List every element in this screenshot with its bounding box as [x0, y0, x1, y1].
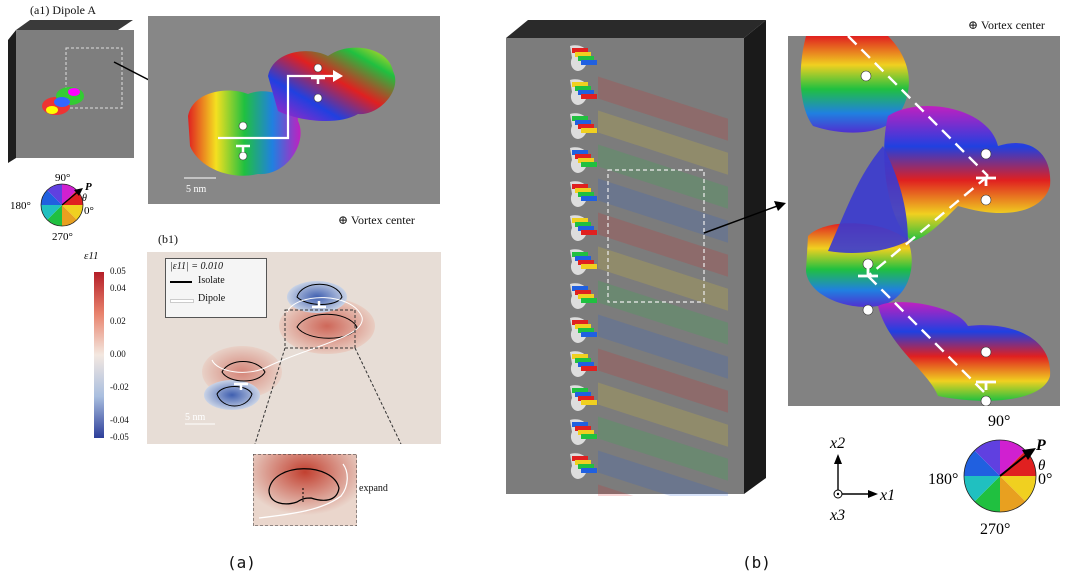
colorbar-tick: 0.05 — [110, 266, 126, 276]
colorbar-tick: 0.02 — [110, 315, 126, 326]
wheel-a-180: 180° — [10, 200, 31, 212]
chain-unit — [570, 79, 728, 175]
chain-unit — [570, 385, 728, 481]
caption-a: (a) — [227, 553, 256, 572]
legend-label-dipole: Dipole — [198, 293, 226, 304]
colorbar-tick: 0.00 — [110, 349, 126, 359]
chain-unit — [570, 215, 728, 311]
strain-legend: |ε11| = 0.010 Isolate Dipole — [165, 258, 267, 318]
vortex-center-label-b: ⊕ Vortex center — [968, 18, 1045, 32]
axis-x3: x3 — [829, 507, 845, 524]
colorbar-gradient — [94, 272, 104, 438]
a1-label: (a1) Dipole A — [30, 3, 96, 17]
chain-unit — [570, 351, 728, 447]
chain-unit — [570, 113, 728, 209]
scale-bar-top: 5 nm — [186, 184, 207, 195]
legend-threshold: |ε11| = 0.010 — [170, 261, 223, 272]
dipole-a-domains — [188, 47, 396, 176]
wheel-b-theta: θ — [1038, 458, 1046, 474]
small-dipole — [42, 87, 84, 115]
chain-unit — [570, 147, 728, 243]
colorbar-tick: -0.02 — [110, 382, 129, 393]
dipole-a-3d-block — [8, 20, 134, 163]
colorbar-title: ε11 — [84, 250, 99, 262]
chain-unit — [570, 453, 728, 496]
wheel-b-vector: P — [1035, 437, 1046, 454]
legend-swatch-dipole — [170, 299, 194, 303]
wheel-a-0: 0° — [84, 205, 94, 217]
chain-unit — [570, 419, 728, 496]
chain-unit — [570, 45, 728, 141]
expand-inset — [253, 454, 357, 526]
wheel-b-0: 0° — [1038, 471, 1052, 488]
coordinate-axes: x2 x1 x3 — [829, 435, 895, 524]
dipole-a-zoom-panel: 5 nm — [148, 16, 440, 204]
wheel-a-theta: θ — [82, 193, 87, 204]
dipole-chain-zoom-panel — [788, 36, 1060, 406]
legend-swatch-isolate — [170, 281, 192, 283]
dipole-chain-3d-block — [506, 20, 766, 496]
angle-wheel-b: 90° 180° 0° 270° P θ — [928, 413, 1052, 538]
colorbar: ε11 0.05 0.04 0.02 0.00 -0.02 -0.04 -0.05 — [84, 250, 152, 442]
chain-unit — [570, 181, 728, 277]
colorbar-tick: 0.04 — [110, 282, 126, 293]
chain-unit — [570, 317, 728, 413]
legend-label-isolate: Isolate — [198, 275, 225, 286]
axis-x2: x2 — [829, 435, 845, 452]
caption-b: (b) — [742, 553, 771, 572]
chain-domains — [800, 36, 1051, 401]
wheel-b-270: 270° — [980, 521, 1010, 538]
wheel-a-270: 270° — [52, 231, 73, 242]
angle-wheel-a: 90° 180° 0° 270° P θ — [10, 172, 94, 242]
colorbar-tick: -0.05 — [110, 432, 129, 442]
b1-label: (b1) — [158, 232, 178, 246]
wheel-b-180: 180° — [928, 471, 958, 488]
scale-bar-bottom: 5 nm — [185, 412, 206, 423]
wheel-a-90: 90° — [55, 172, 70, 184]
wheel-a-vector: P — [85, 181, 92, 193]
vortex-center-label-a: ⊕ Vortex center — [338, 213, 415, 227]
strain-map-panel: 5 nm — [147, 252, 441, 444]
zoom-arrow-b — [703, 201, 786, 234]
wheel-b-90: 90° — [988, 413, 1010, 430]
axis-x1: x1 — [879, 487, 895, 504]
chain-unit — [570, 249, 728, 345]
chain-unit — [570, 283, 728, 379]
expand-label: expand — [359, 483, 388, 494]
colorbar-tick: -0.04 — [110, 415, 129, 426]
